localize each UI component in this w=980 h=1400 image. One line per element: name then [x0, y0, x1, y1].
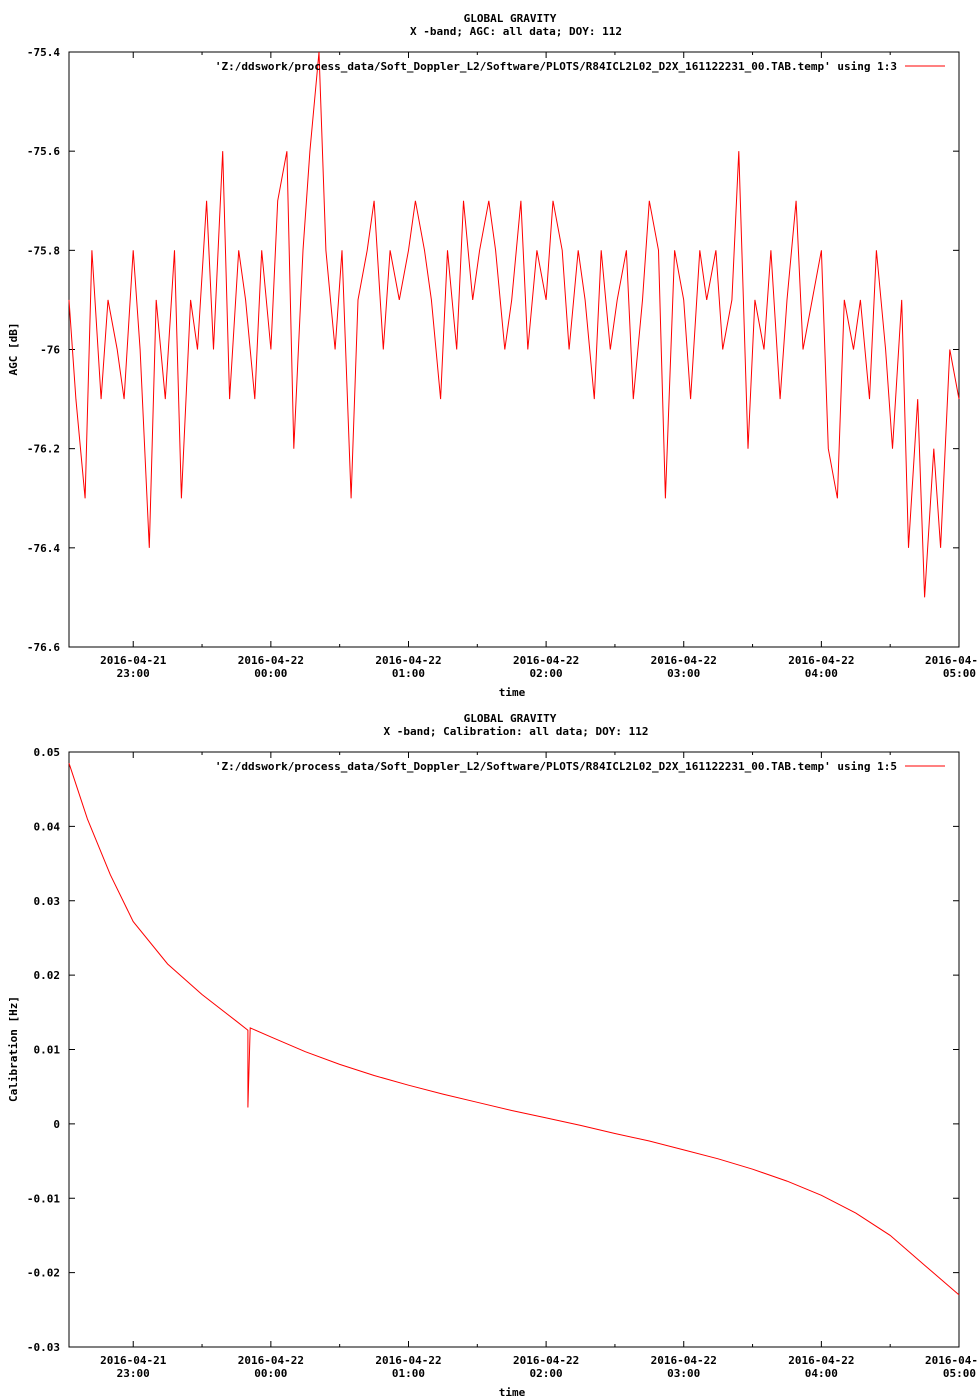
- agc-chart-subtitle: X -band; AGC: all data; DOY: 112: [410, 25, 622, 38]
- calibration-chart-x-tick-time: 04:00: [805, 1367, 838, 1380]
- calibration-chart-x-tick-date: 2016-04-22: [788, 1354, 854, 1367]
- calibration-chart-x-tick-date: 2016-04-22: [513, 1354, 579, 1367]
- agc-chart-plot-frame: [68, 51, 960, 648]
- calibration-chart-y-tick-label: 0.02: [34, 969, 61, 982]
- calibration-chart-plot-frame: [68, 751, 960, 1348]
- agc-chart-y-tick-label: -76.4: [27, 542, 60, 555]
- agc-chart-x-tick-date: 2016-04-21: [100, 654, 167, 667]
- agc-chart-title: GLOBAL GRAVITY: [464, 12, 557, 25]
- calibration-chart-x-tick-time: 05:00: [943, 1367, 976, 1380]
- agc-chart-y-tick-label: -76.6: [27, 641, 60, 654]
- calibration-chart-title: GLOBAL GRAVITY: [464, 712, 557, 725]
- calibration-chart-series-line: [68, 763, 960, 1296]
- calibration-chart-x-tick-time: 00:00: [254, 1367, 287, 1380]
- agc-chart-x-tick-time: 02:00: [530, 667, 563, 680]
- agc-chart-x-tick-date: 2016-04-22: [238, 654, 304, 667]
- agc-chart-x-tick-time: 04:00: [805, 667, 838, 680]
- agc-chart-y-tick-label: -76.2: [27, 443, 60, 456]
- calibration-chart-x-tick-date: 2016-04-22: [238, 1354, 304, 1367]
- calibration-chart-y-tick-label: 0.04: [34, 820, 61, 833]
- calibration-chart-y-tick-label: 0.03: [34, 895, 61, 908]
- agc-chart-x-tick-date: 2016-04-22: [651, 654, 717, 667]
- agc-chart-y-tick-label: -75.6: [27, 145, 60, 158]
- agc-chart-y-tick-label: -76: [40, 344, 60, 357]
- calibration-chart-y-axis-label: Calibration [Hz]: [7, 996, 20, 1102]
- calibration-chart-x-tick-time: 23:00: [117, 1367, 150, 1380]
- calibration-chart-y-tick-label: -0.03: [27, 1341, 60, 1354]
- calibration-chart-y-tick-label: 0.05: [34, 746, 61, 759]
- calibration-chart-x-tick-date: 2016-04-22: [651, 1354, 717, 1367]
- agc-chart-x-tick-time: 03:00: [667, 667, 700, 680]
- calibration-chart-x-tick-time: 01:00: [392, 1367, 425, 1380]
- agc-chart-x-tick-time: 23:00: [117, 667, 150, 680]
- agc-chart-x-tick-time: 05:00: [943, 667, 976, 680]
- agc-chart-x-tick-time: 00:00: [254, 667, 287, 680]
- agc-chart-x-tick-date: 2016-04-22: [788, 654, 854, 667]
- calibration-chart-x-tick-date: 2016-04-: [925, 1354, 978, 1367]
- agc-chart-series-line: [68, 51, 960, 598]
- calibration-chart-subtitle: X -band; Calibration: all data; DOY: 112: [384, 725, 649, 738]
- calibration-chart-x-tick-time: 03:00: [667, 1367, 700, 1380]
- agc-chart-x-tick-date: 2016-04-: [925, 654, 978, 667]
- calibration-chart-x-tick-date: 2016-04-21: [100, 1354, 167, 1367]
- calibration-chart-x-axis-label: time: [499, 1386, 526, 1399]
- agc-chart: GLOBAL GRAVITY X -band; AGC: all data; D…: [7, 12, 978, 699]
- calibration-chart-y-tick-label: 0: [53, 1118, 60, 1131]
- calibration-chart-x-tick-date: 2016-04-22: [375, 1354, 441, 1367]
- agc-chart-y-tick-label: -75.8: [27, 244, 60, 257]
- agc-chart-legend-label: 'Z:/ddswork/process_data/Soft_Doppler_L2…: [215, 60, 897, 73]
- calibration-chart: GLOBAL GRAVITY X -band; Calibration: all…: [7, 712, 978, 1399]
- agc-chart-y-axis-label: AGC [dB]: [7, 323, 20, 376]
- agc-chart-y-tick-label: -75.4: [27, 46, 60, 59]
- calibration-chart-legend-label: 'Z:/ddswork/process_data/Soft_Doppler_L2…: [215, 760, 897, 773]
- calibration-chart-y-tick-label: -0.02: [27, 1267, 60, 1280]
- agc-chart-x-axis-label: time: [499, 686, 526, 699]
- agc-chart-x-tick-date: 2016-04-22: [513, 654, 579, 667]
- calibration-chart-x-tick-time: 02:00: [530, 1367, 563, 1380]
- agc-chart-x-tick-time: 01:00: [392, 667, 425, 680]
- calibration-chart-y-tick-label: -0.01: [27, 1192, 60, 1205]
- calibration-chart-y-tick-label: 0.01: [34, 1044, 61, 1057]
- agc-chart-x-tick-date: 2016-04-22: [375, 654, 441, 667]
